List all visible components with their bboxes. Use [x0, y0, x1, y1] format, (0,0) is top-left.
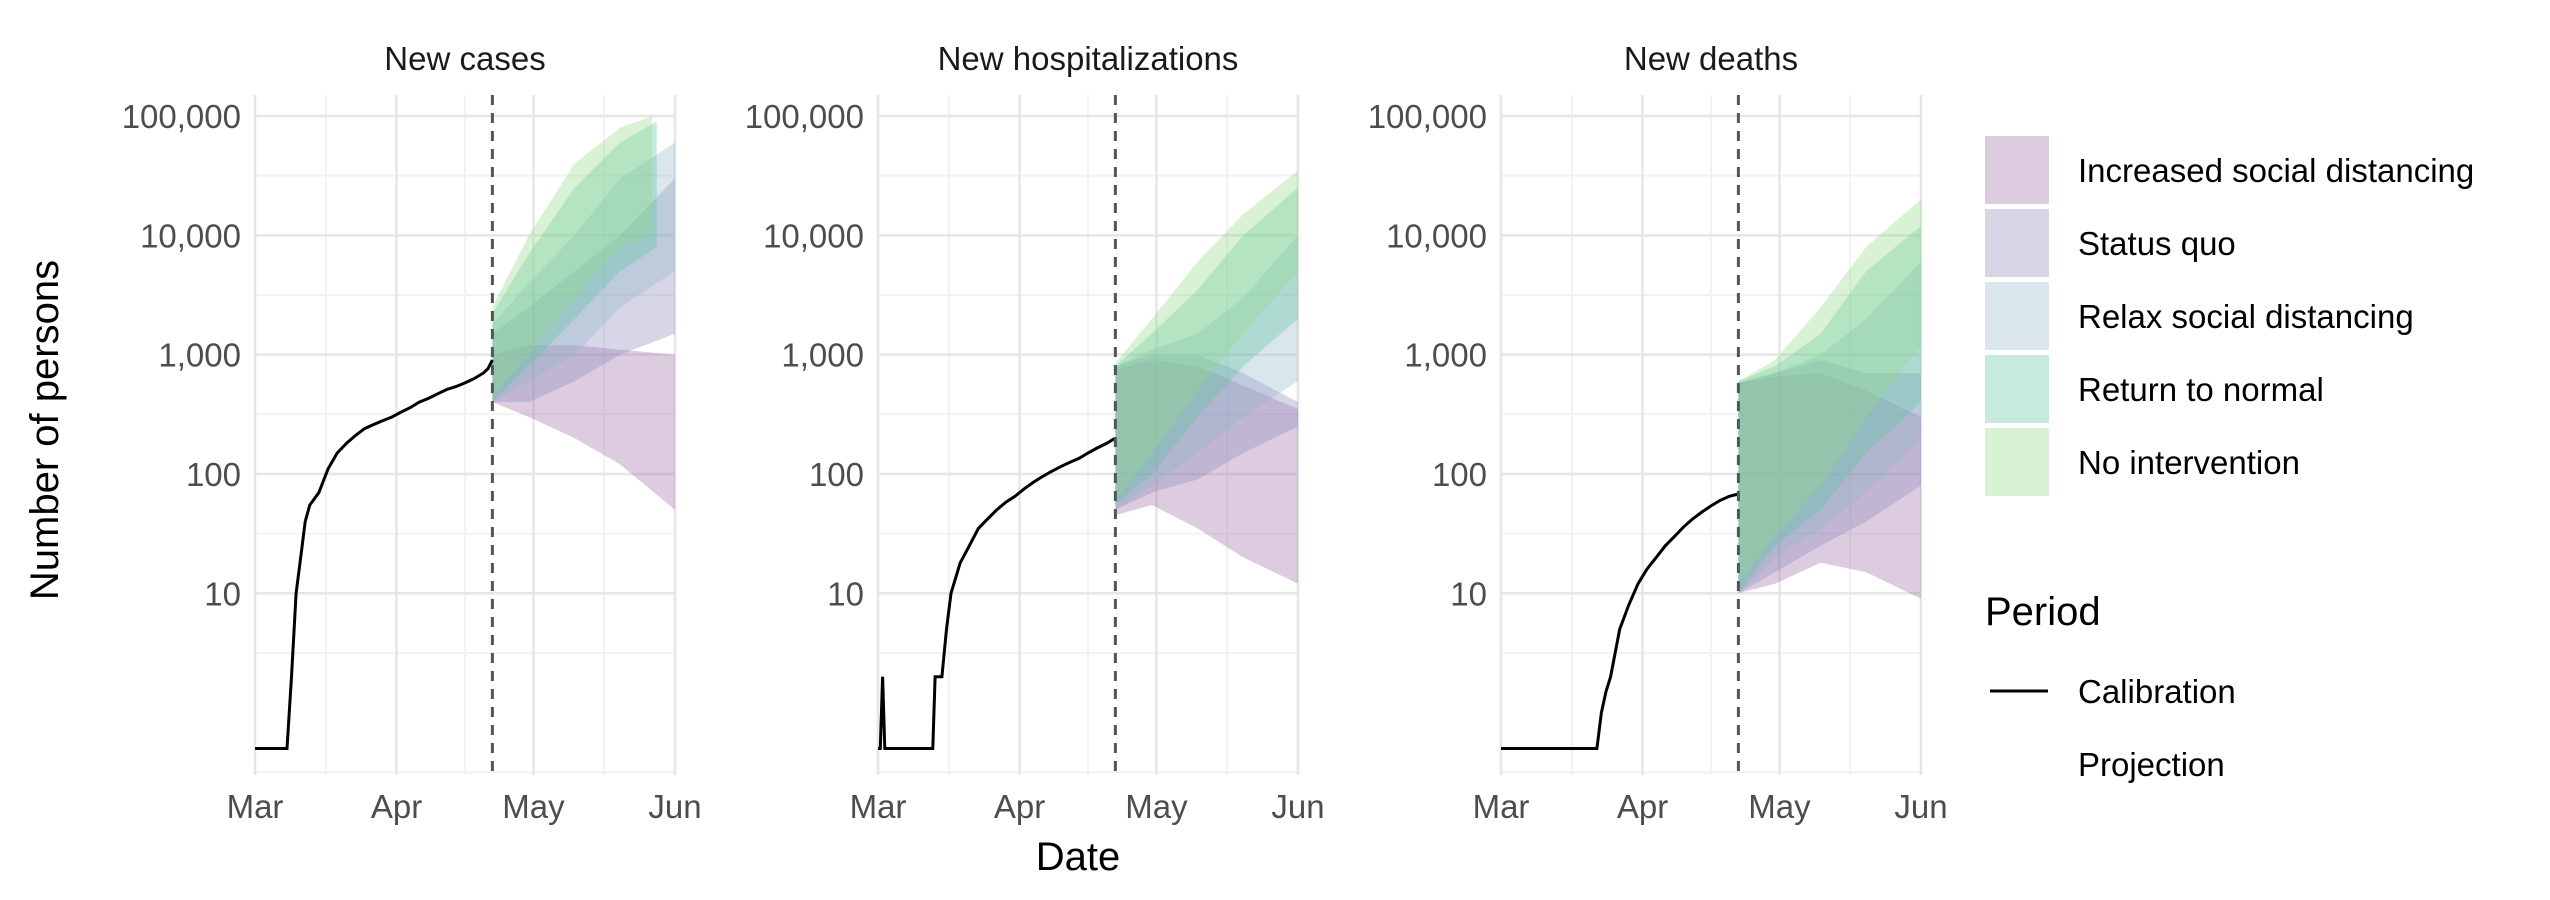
- legend-key-status-quo: [1985, 209, 2049, 277]
- band-relax-social-distancing: [1115, 235, 1298, 510]
- y-tick-label: 10: [827, 575, 864, 612]
- y-tick-label: 10,000: [1386, 217, 1487, 254]
- y-tick-label: 10: [1450, 575, 1487, 612]
- y-tick-label: 100,000: [745, 98, 864, 135]
- band-return-to-normal: [1115, 187, 1298, 506]
- panel-new-hospitalizations: New hospitalizations 10 100 1,000 10,000 100,…: [745, 40, 1325, 825]
- calibration-line: [1501, 492, 1739, 750]
- x-tick-label: May: [1125, 788, 1188, 825]
- y-tick-label: 100: [1432, 456, 1487, 493]
- band-no-intervention: [492, 116, 653, 396]
- y-tick-label: 100,000: [1368, 98, 1487, 135]
- x-tick-label: Apr: [994, 788, 1045, 825]
- band-relax-social-distancing: [1738, 261, 1921, 594]
- legend-key-increased-social-distancing: [1985, 136, 2049, 204]
- calibration-line: [878, 436, 1117, 750]
- band-increased-social-distancing: [1738, 373, 1921, 599]
- band-return-to-normal: [1738, 225, 1921, 594]
- y-tick-label: 10,000: [763, 217, 864, 254]
- y-tick-label: 100: [809, 456, 864, 493]
- x-tick-label: May: [1748, 788, 1811, 825]
- x-tick-label: Jun: [1271, 788, 1324, 825]
- x-tick-label: Jun: [648, 788, 701, 825]
- panel-title: New hospitalizations: [938, 40, 1239, 77]
- legend-label-projection: Projection: [2078, 746, 2225, 783]
- band-status-quo: [1115, 354, 1298, 510]
- legend-label-return-to-normal: Return to normal: [2078, 371, 2324, 408]
- panels: New cases 10 100 1,000 10,000 100,000 Mar Apr Ma…: [122, 40, 1948, 825]
- x-tick-label: Mar: [227, 788, 284, 825]
- x-tick-label: Apr: [371, 788, 422, 825]
- x-tick-label: Mar: [850, 788, 907, 825]
- x-tick-label: Apr: [1617, 788, 1668, 825]
- legend-key-return-to-normal: [1985, 355, 2049, 423]
- x-axis-title: Date: [1036, 835, 1121, 879]
- band-increased-social-distancing: [1115, 360, 1298, 584]
- calibration-line: [255, 359, 494, 750]
- band-no-intervention: [1738, 199, 1921, 584]
- legend-label-calibration: Calibration: [2078, 673, 2236, 710]
- legend-label-relax-social-distancing: Relax social distancing: [2078, 298, 2414, 335]
- legend: Increased social distancing Status quo Rel…: [1985, 136, 2474, 783]
- legend-period-title: Period: [1985, 590, 2101, 634]
- panel-title: New cases: [384, 40, 545, 77]
- y-tick-label: 1,000: [1404, 337, 1487, 374]
- band-no-intervention: [1115, 170, 1298, 501]
- band-return-to-normal: [492, 121, 657, 403]
- band-status-quo: [492, 178, 675, 403]
- band-relax-social-distancing: [492, 142, 675, 403]
- y-tick-label: 100,000: [122, 98, 241, 135]
- legend-label-no-intervention: No intervention: [2078, 444, 2300, 481]
- panel-new-cases: New cases 10 100 1,000 10,000 100,000 Mar Apr Ma…: [122, 40, 702, 825]
- x-tick-label: May: [502, 788, 565, 825]
- x-tick-label: Jun: [1894, 788, 1947, 825]
- y-tick-label: 10: [204, 575, 241, 612]
- legend-label-status-quo: Status quo: [2078, 225, 2236, 262]
- legend-label-increased-social-distancing: Increased social distancing: [2078, 152, 2474, 189]
- y-axis-title: Number of persons: [23, 260, 67, 600]
- y-tick-label: 1,000: [158, 337, 241, 374]
- y-tick-label: 1,000: [781, 337, 864, 374]
- y-tick-label: 10,000: [140, 217, 241, 254]
- panel-title: New deaths: [1624, 40, 1798, 77]
- panel-new-deaths: New deaths 10 100 1,000 10,000 100,000 Mar Apr M…: [1368, 40, 1948, 825]
- y-tick-label: 100: [186, 456, 241, 493]
- legend-key-relax-social-distancing: [1985, 282, 2049, 350]
- band-increased-social-distancing: [492, 345, 675, 510]
- x-tick-label: Mar: [1473, 788, 1530, 825]
- legend-key-no-intervention: [1985, 428, 2049, 496]
- band-status-quo: [1738, 360, 1921, 594]
